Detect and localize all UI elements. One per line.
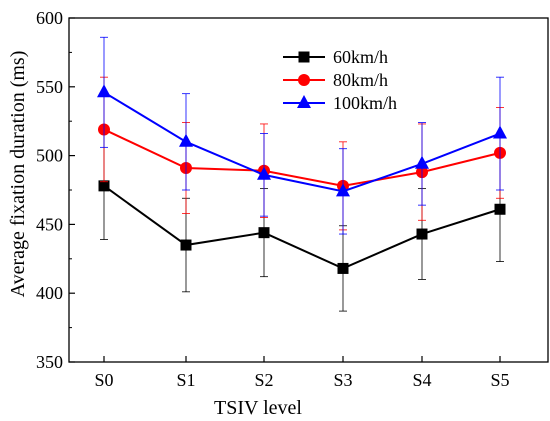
y-tick-label: 550 bbox=[36, 77, 63, 97]
series-layer bbox=[97, 36, 507, 312]
y-tick-label: 400 bbox=[36, 283, 63, 303]
plot-border bbox=[68, 17, 549, 363]
legend-item: 100km/h bbox=[283, 93, 397, 113]
x-tick-label: S4 bbox=[412, 370, 431, 390]
y-tick-label: 450 bbox=[36, 214, 63, 234]
data-point bbox=[258, 227, 270, 239]
series-60kmh bbox=[98, 131, 506, 312]
x-axis: S0 S1 S2 S3 S4 S5 bbox=[94, 356, 510, 390]
data-point bbox=[180, 239, 192, 251]
series-100kmh bbox=[97, 36, 507, 235]
legend-marker bbox=[297, 94, 311, 108]
data-point bbox=[336, 183, 350, 197]
legend-marker bbox=[298, 74, 310, 86]
data-point bbox=[493, 125, 507, 139]
data-point bbox=[415, 155, 429, 169]
data-point bbox=[337, 262, 349, 274]
series-line bbox=[103, 128, 501, 187]
data-point bbox=[98, 180, 110, 192]
x-tick-label: S0 bbox=[94, 370, 113, 390]
data-point bbox=[416, 228, 428, 240]
x-tick-label: S5 bbox=[490, 370, 509, 390]
legend-marker bbox=[298, 51, 310, 63]
x-tick-label: S2 bbox=[254, 370, 273, 390]
legend-item: 60km/h bbox=[283, 47, 388, 67]
data-point bbox=[257, 166, 271, 180]
data-point bbox=[97, 84, 111, 98]
legend-label: 100km/h bbox=[333, 93, 397, 113]
data-point bbox=[179, 133, 193, 147]
x-tick-label: S1 bbox=[176, 370, 195, 390]
legend: 60km/h 80km/h 100km/h bbox=[283, 47, 397, 113]
plot-area bbox=[68, 17, 549, 363]
y-axis: 350 400 450 500 550 600 bbox=[36, 8, 75, 372]
y-tick-label: 600 bbox=[36, 8, 63, 28]
y-tick-label: 350 bbox=[36, 352, 63, 372]
y-axis-title: Average fixation duration (ms) bbox=[7, 51, 29, 298]
series-line bbox=[103, 185, 501, 270]
x-tick-label: S3 bbox=[333, 370, 352, 390]
x-axis-title: TSIV level bbox=[214, 397, 302, 419]
legend-label: 80km/h bbox=[333, 70, 388, 90]
legend-item: 80km/h bbox=[283, 70, 388, 90]
data-point bbox=[494, 203, 506, 215]
legend-label: 60km/h bbox=[333, 47, 388, 67]
series-line bbox=[103, 91, 501, 193]
y-tick-label: 500 bbox=[36, 146, 63, 166]
